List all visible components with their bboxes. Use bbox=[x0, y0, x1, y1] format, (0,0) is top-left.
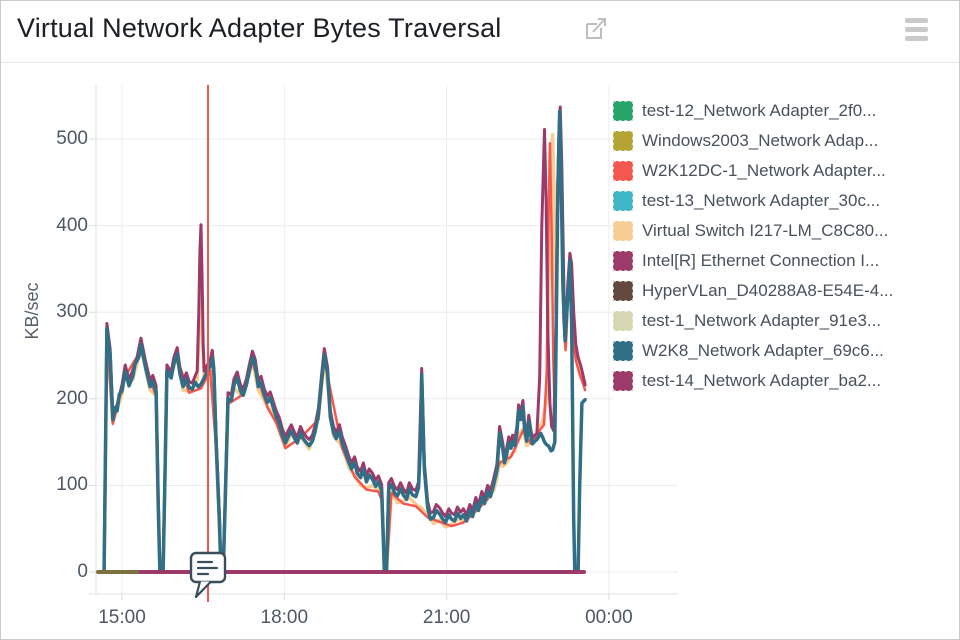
y-tick-label: 100 bbox=[56, 474, 88, 496]
legend-label: test-1_Network Adapter_91e3... bbox=[642, 311, 882, 330]
legend-swatch bbox=[613, 311, 633, 331]
y-tick-label: 200 bbox=[56, 387, 88, 409]
legend-item-Intel[R] Ethernet[interactable]: Intel[R] Ethernet Connection I... bbox=[613, 251, 957, 281]
legend-item-test-13[interactable]: test-13_Network Adapter_30c... bbox=[613, 191, 957, 221]
legend-swatch bbox=[613, 371, 633, 391]
hamburger-bar bbox=[905, 27, 928, 32]
legend-item-Virtual Switch[interactable]: Virtual Switch I217-LM_C8C80... bbox=[613, 221, 957, 251]
legend-item-W2K12DC-1[interactable]: W2K12DC-1_Network Adapter... bbox=[613, 161, 957, 191]
x-tick-label: 15:00 bbox=[98, 607, 146, 628]
y-tick-label: 500 bbox=[56, 128, 88, 149]
legend-swatch bbox=[613, 131, 633, 151]
legend-item-test-14[interactable]: test-14_Network Adapter_ba2... bbox=[613, 371, 957, 401]
legend-item-test-12[interactable]: test-12_Network Adapter_2f0... bbox=[613, 101, 957, 131]
legend-swatch bbox=[613, 281, 633, 301]
y-tick-label: 0 bbox=[77, 561, 88, 582]
chart-legend: test-12_Network Adapter_2f0... Windows200… bbox=[613, 101, 957, 401]
x-tick-label: 18:00 bbox=[260, 607, 309, 628]
legend-label: test-14_Network Adapter_ba2... bbox=[642, 371, 882, 390]
page-title: Virtual Network Adapter Bytes Traversal bbox=[17, 13, 502, 43]
series-line-test-14 bbox=[102, 105, 587, 574]
hamburger-bar bbox=[905, 36, 928, 41]
legend-item-HyperVLan[interactable]: HyperVLan_D40288A8-E54E-4... bbox=[613, 281, 957, 311]
legend-label: Virtual Switch I217-LM_C8C80... bbox=[642, 221, 889, 240]
external-link-icon[interactable] bbox=[583, 15, 607, 41]
legend-label: test-12_Network Adapter_2f0... bbox=[642, 101, 877, 120]
legend-label: test-13_Network Adapter_30c... bbox=[642, 191, 881, 210]
legend-label: Windows2003_Network Adap... bbox=[642, 131, 879, 150]
legend-label: W2K12DC-1_Network Adapter... bbox=[642, 161, 886, 180]
legend-label: Intel[R] Ethernet Connection I... bbox=[642, 251, 880, 270]
y-tick-label: 300 bbox=[56, 301, 88, 323]
header-divider bbox=[1, 62, 959, 63]
legend-swatch bbox=[613, 101, 633, 121]
hamburger-bar bbox=[905, 18, 928, 23]
legend-item-W2K8[interactable]: W2K8_Network Adapter_69c6... bbox=[613, 341, 957, 371]
series-line-W2K8 bbox=[102, 109, 587, 574]
chart-canvas[interactable]: 0 100 200 300 400 500 15:00 18:00 21:00 00:00 KB/… bbox=[1, 63, 959, 639]
legend-item-Windows2003[interactable]: Windows2003_Network Adap... bbox=[613, 131, 957, 161]
x-tick-label: 21:00 bbox=[422, 607, 471, 628]
legend-swatch bbox=[613, 191, 633, 211]
y-axis-title: KB/sec bbox=[22, 282, 42, 340]
legend-swatch bbox=[613, 341, 633, 361]
y-tick-label: 400 bbox=[56, 214, 88, 236]
legend-swatch bbox=[613, 161, 633, 181]
x-tick-label: 00:00 bbox=[585, 607, 633, 628]
legend-swatch bbox=[613, 221, 633, 241]
hamburger-menu-icon[interactable] bbox=[905, 18, 928, 45]
annotation-comment-tail bbox=[194, 580, 212, 599]
legend-item-test-1[interactable]: test-1_Network Adapter_91e3... bbox=[613, 311, 957, 341]
legend-swatch bbox=[613, 251, 633, 271]
legend-label: HyperVLan_D40288A8-E54E-4... bbox=[642, 281, 894, 300]
legend-label: W2K8_Network Adapter_69c6... bbox=[642, 341, 884, 360]
